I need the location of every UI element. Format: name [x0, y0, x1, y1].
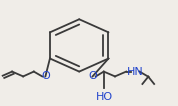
Text: O: O — [88, 71, 97, 81]
Text: O: O — [41, 71, 50, 81]
Text: HN: HN — [127, 67, 144, 77]
Text: HO: HO — [96, 92, 113, 102]
